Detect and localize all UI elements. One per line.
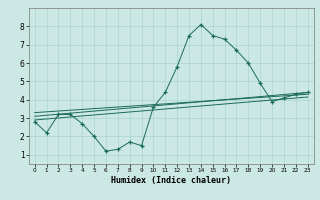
X-axis label: Humidex (Indice chaleur): Humidex (Indice chaleur) xyxy=(111,176,231,185)
